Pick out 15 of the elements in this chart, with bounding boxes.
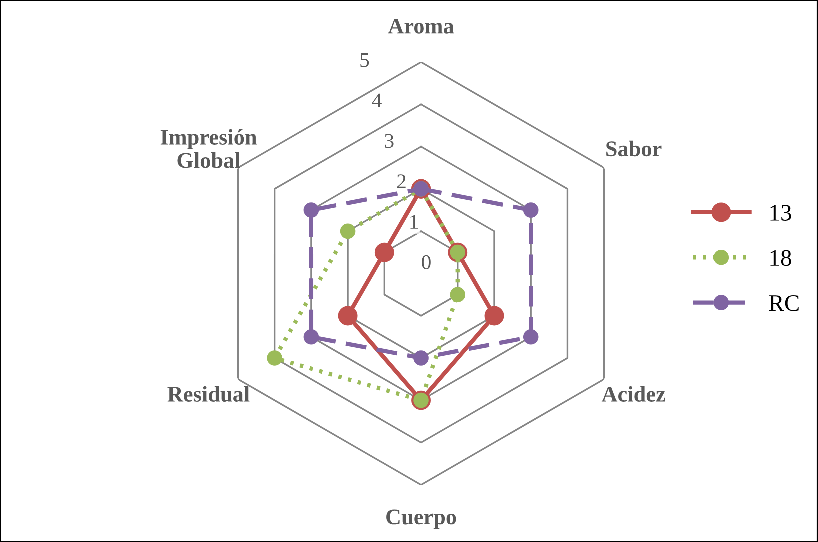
spoke-label: Cuerpo bbox=[386, 510, 456, 530]
y-tick-label: 4 bbox=[372, 94, 382, 108]
spoke-label: Residual bbox=[168, 386, 250, 402]
y-tick-label: 3 bbox=[385, 134, 394, 148]
spoke-label: Sabor bbox=[606, 140, 662, 157]
legend-label: RC bbox=[769, 295, 799, 312]
legend-label: 18 bbox=[770, 250, 792, 266]
legend-label: 13 bbox=[770, 205, 792, 221]
spoke-label: Aroma bbox=[388, 18, 454, 34]
y-tick-label: 1 bbox=[410, 215, 418, 229]
y-tick-label: 5 bbox=[360, 53, 370, 68]
y-tick-label: 0 bbox=[422, 255, 431, 270]
spoke-label: Acidez bbox=[602, 386, 666, 402]
y-tick-label: 2 bbox=[397, 174, 406, 188]
spoke-label: Impresión Global bbox=[160, 129, 257, 168]
